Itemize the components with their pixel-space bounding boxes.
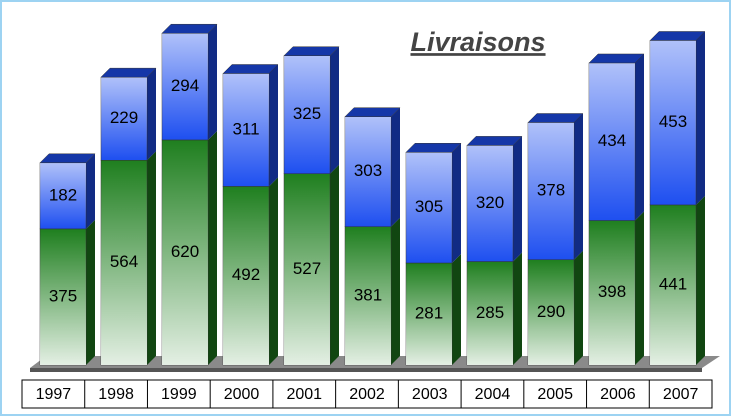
value-label: 398 [598,282,626,301]
bar-shine [40,162,86,229]
bar-shine [650,204,696,365]
bar-shine [162,139,208,365]
bar-side [208,130,217,365]
bar-shine [528,122,574,260]
value-label: 620 [171,242,199,261]
bar-top [588,53,645,64]
bar-side [391,107,400,227]
bar-shine [40,228,86,365]
bar-top [100,67,157,78]
bar-side [513,252,522,365]
floor-edge [30,368,702,372]
bar-top [161,23,218,34]
bar-side [147,68,156,161]
bar-shine [528,259,574,365]
bar-side [269,177,278,365]
value-label: 290 [537,302,565,321]
bar-shine [223,186,269,365]
chart-title: Livraisons [410,27,545,57]
value-label: 453 [659,112,687,131]
bar-side [330,164,339,365]
value-label: 311 [232,119,259,138]
bar-side [452,143,461,263]
value-label: 285 [476,303,504,322]
value-label: 434 [598,131,626,150]
bar-top [222,64,279,74]
bar-top [39,153,96,164]
value-label: 564 [110,252,138,271]
bar-shine [406,152,452,263]
category-strip [21,379,713,409]
value-label: 229 [110,108,138,127]
bar-top [649,31,706,41]
value-label: 381 [354,285,382,304]
bar-shine [284,173,330,365]
bar-top [283,46,340,56]
bar-top [405,143,462,153]
x-tick-label: 2002 [349,386,385,403]
bar-shine [101,77,147,161]
bar-side [330,46,339,174]
bar-side [208,24,217,140]
bar-side [391,217,400,365]
bar-shine [589,220,635,365]
x-tick-label: 2005 [537,386,573,403]
bar-shine [101,160,147,365]
x-tick-label: 1998 [98,386,134,403]
bar-side [147,151,156,365]
value-label: 303 [354,161,382,180]
bar-side [269,64,278,187]
x-tick-label: 1999 [161,386,197,403]
x-tick-label: 2004 [475,386,511,403]
value-label: 320 [476,193,504,212]
bar-side [86,153,95,229]
bar-shine [284,55,330,174]
value-label: 281 [415,303,443,322]
value-label: 527 [293,259,321,278]
value-label: 294 [171,76,199,95]
value-label: 305 [415,197,443,216]
bar-shine [467,145,513,262]
bar-side [696,195,705,365]
bar-shine [467,261,513,365]
value-label: 182 [49,185,77,204]
value-label: 375 [49,286,77,305]
bar-shine [650,40,696,205]
bar-shine [162,33,208,140]
bar-side [635,53,644,221]
bar-shine [223,73,269,187]
bar-side [452,253,461,365]
x-tick-label: 2000 [224,386,260,403]
bar-shine [406,262,452,365]
bar-side [86,219,95,365]
bar-shine [589,62,635,221]
bar-side [513,136,522,262]
x-tick-label: 2006 [600,386,636,403]
bar-side [574,250,583,365]
value-label: 441 [659,274,687,293]
bar-side [574,113,583,260]
value-label: 492 [232,265,260,284]
bar-shine [345,226,391,365]
bar-side [635,211,644,365]
x-tick-label: 2001 [286,386,322,403]
value-label: 378 [537,181,565,200]
bar-top [466,136,523,146]
x-tick-label: 2003 [412,386,448,403]
bar-side [696,31,705,205]
x-tick-label: 2007 [663,386,699,403]
bar-top [527,113,584,123]
bar-shine [345,116,391,227]
value-label: 325 [293,104,321,123]
bar-top [344,107,401,117]
x-tick-label: 1997 [36,386,72,403]
